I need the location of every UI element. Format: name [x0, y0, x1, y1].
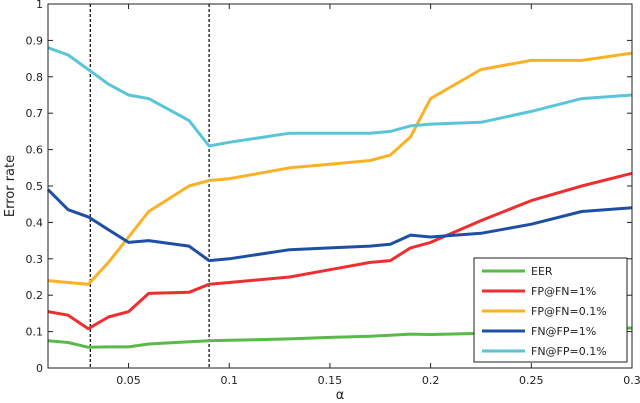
legend-label: FP@FN=1%: [531, 285, 596, 298]
y-tick-label: 0.3: [26, 253, 44, 266]
legend-item: FN@FP=1%: [482, 325, 596, 338]
x-tick-label: 0.05: [116, 374, 141, 387]
legend-item: FN@FP=0.1%: [482, 345, 607, 358]
y-tick-label: 0.6: [26, 144, 44, 157]
y-tick-label: 0.2: [26, 289, 44, 302]
reference-lines: [89, 4, 210, 368]
legend-label: FN@FP=1%: [531, 325, 596, 338]
series-line-fp-fn-1-: [47, 171, 633, 331]
y-tick-label: 0: [36, 362, 43, 375]
x-tick-label: 0.15: [318, 374, 343, 387]
y-tick-label: 0.8: [26, 71, 44, 84]
x-tick-label: 0.2: [422, 374, 440, 387]
y-tick-label: 0.5: [26, 180, 44, 193]
y-axis-ticks: 0 0.1 0.2 0.3 0.4 0.5 0.6 0.7 0.8 0.9 1: [26, 0, 632, 375]
series-line-fn-fp-0-1-: [47, 46, 633, 148]
x-axis-title: α: [336, 388, 345, 403]
legend: EER FP@FN=1% FP@FN=0.1% FN@FP=1% FN@FP=0.1%: [473, 257, 628, 363]
series-line-fn-fp-1-: [46, 188, 633, 263]
y-axis-title: Error rate: [3, 155, 18, 217]
legend-label: EER: [531, 265, 553, 278]
x-tick-label: 0.3: [623, 374, 640, 387]
legend-item: FP@FN=1%: [482, 285, 596, 298]
legend-item: EER: [482, 265, 553, 278]
x-axis-ticks: 0.05 0.1 0.15 0.2 0.25 0.3: [116, 4, 640, 387]
y-tick-label: 0.1: [26, 326, 44, 339]
x-tick-label: 0.25: [519, 374, 544, 387]
legend-label: FN@FP=0.1%: [531, 345, 607, 358]
series-line-fp-fn-0-1-: [47, 51, 633, 286]
y-tick-label: 0.7: [26, 107, 44, 120]
legend-item: FP@FN=0.1%: [482, 305, 607, 318]
legend-label: FP@FN=0.1%: [531, 305, 607, 318]
x-tick-label: 0.1: [220, 374, 238, 387]
y-tick-label: 1: [36, 0, 43, 11]
y-tick-label: 0.4: [26, 216, 44, 229]
y-tick-label: 0.9: [26, 34, 44, 47]
